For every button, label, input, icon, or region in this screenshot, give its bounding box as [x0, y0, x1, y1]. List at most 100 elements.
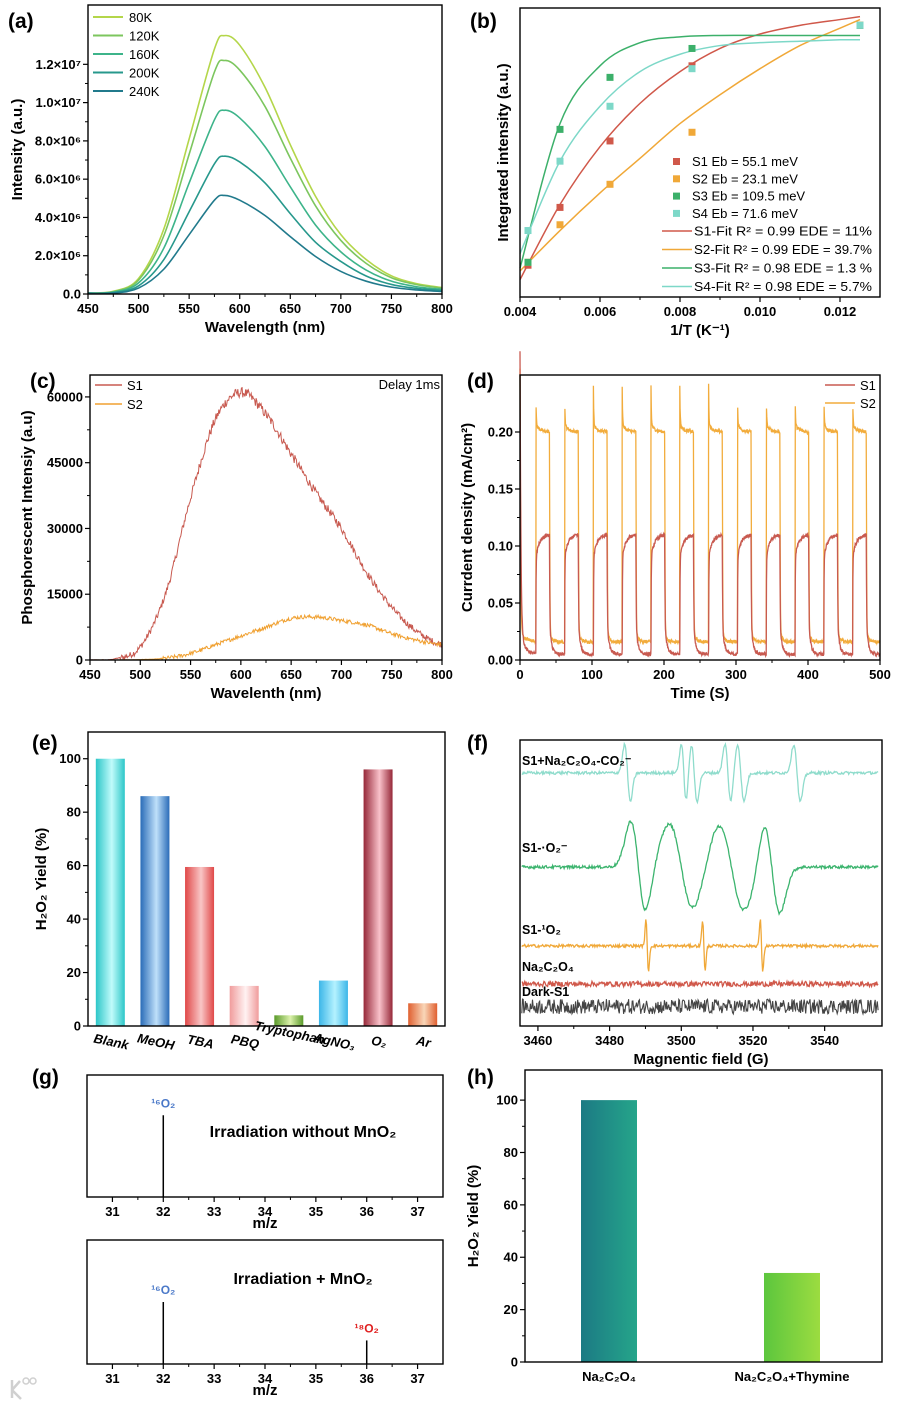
data-point [524, 258, 532, 266]
panel-b-integrated-intensity: 0.004 0.006 0.008 0.010 0.012 1/T (K⁻¹) Integr… [495, 7, 881, 339]
series-line-240K [87, 194, 443, 295]
legend-label: S3-Fit R² = 0.98 EDE = 1.3 % [694, 261, 872, 276]
panel-label: (f) [467, 732, 488, 755]
y-tick-label: 40 [504, 1250, 518, 1265]
bar-Na₂C₂O₄ [581, 1100, 637, 1362]
legend-label: 200K [129, 66, 160, 81]
plot-area [519, 351, 881, 659]
plot-frame [87, 4, 443, 295]
bar-TBA [185, 866, 215, 1026]
y-tick-label: 45000 [47, 455, 83, 470]
trace-label: S1-·O₂⁻ [522, 841, 568, 855]
plot-frame [86, 1074, 444, 1198]
y-axis-label: Intensity (a.u.) [9, 99, 26, 201]
x-tick-label: 37 [410, 1204, 424, 1219]
x-tick-label: 0.008 [664, 304, 697, 319]
bar-O₂ [363, 769, 393, 1026]
x-tick-label: 33 [207, 1371, 221, 1386]
x-tick-label: 600 [230, 667, 252, 682]
x-tick-label: 550 [178, 301, 200, 316]
x-tick-label: 450 [79, 667, 101, 682]
x-tick-label: 3480 [595, 1033, 624, 1048]
x-tick-label: 34 [258, 1204, 273, 1219]
trace-label: Dark-S1 [522, 985, 569, 999]
panel-label: (a) [8, 10, 34, 33]
x-tick-label: 500 [128, 301, 150, 316]
legend-label: S3 Eb = 109.5 meV [692, 189, 805, 204]
plot-frame [524, 1069, 883, 1363]
legend-label: S1 [860, 378, 876, 393]
y-tick-label: 20 [504, 1302, 518, 1317]
epr-trace [521, 997, 879, 1016]
category-label: Na₂C₂O₄+Thymine [735, 1369, 850, 1384]
data-point [524, 227, 532, 235]
x-tick-label: 0.012 [824, 304, 857, 319]
x-tick-label: 33 [207, 1204, 221, 1219]
legend-label: 120K [129, 29, 160, 44]
epr-trace [521, 979, 879, 989]
x-tick-label: 0.006 [584, 304, 617, 319]
x-axis-label: Wavelenth (nm) [210, 685, 321, 702]
x-tick-label: 32 [156, 1204, 170, 1219]
legend-label: 160K [129, 47, 160, 62]
plot-area [87, 34, 443, 295]
y-tick-label: 30000 [47, 521, 83, 536]
x-tick-label: 700 [331, 667, 353, 682]
x-tick-label: 36 [359, 1204, 373, 1219]
logo-mark [10, 1380, 22, 1400]
plot-area [89, 386, 442, 661]
y-tick-label: 15000 [47, 587, 83, 602]
y-tick-label: 0.05 [488, 596, 513, 611]
x-tick-label: 31 [105, 1371, 119, 1386]
category-label: AgNO₃ [311, 1030, 356, 1054]
x-tick-label: 550 [180, 667, 202, 682]
legend-label: S4-Fit R² = 0.98 EDE = 5.7% [694, 279, 872, 294]
category-label: TBA [186, 1031, 215, 1051]
y-tick-label: 0 [76, 653, 83, 668]
x-tick-label: 34 [258, 1371, 273, 1386]
epr-trace [521, 741, 879, 805]
y-tick-label: 6.0×10⁶ [35, 172, 81, 187]
x-tick-label: 650 [280, 667, 302, 682]
panel-label: (c) [30, 370, 56, 393]
x-axis-label: m/z [252, 1215, 277, 1232]
x-axis-label: m/z [252, 1382, 277, 1399]
x-tick-label: 300 [725, 667, 747, 682]
x-axis-label: Wavelength (nm) [205, 319, 325, 336]
data-point [556, 157, 564, 165]
category-label: MeOH [136, 1030, 176, 1053]
y-tick-label: 60000 [47, 389, 83, 404]
category-label: Na₂C₂O₄ [582, 1369, 636, 1384]
legend-marker [673, 175, 680, 183]
y-tick-label: 60 [67, 858, 81, 873]
y-tick-label: 80 [504, 1145, 518, 1160]
plot-area [519, 15, 864, 281]
y-tick-label: 1.2×10⁷ [36, 57, 82, 72]
data-point [606, 180, 614, 188]
y-axis-label: H₂O₂ Yield (%) [465, 1165, 482, 1268]
bar-Na₂C₂O₄+Thymine [764, 1272, 820, 1362]
condition-annotation: Irradiation without MnO₂ [210, 1124, 397, 1141]
x-axis-label: Magnentic field (G) [634, 1051, 769, 1068]
panel-h-thymine-yield: 0 20 40 60 80 100 H₂O₂ Yield (%) Na₂C₂O₄ Na₂C₂O₄… [465, 1069, 883, 1384]
panel-label: (b) [470, 10, 497, 33]
bar-Ar [408, 1003, 438, 1026]
legend-label: S1 [127, 378, 143, 393]
bar-Tryptophan [274, 1015, 304, 1026]
plot-frame [87, 731, 446, 1027]
data-point [556, 125, 564, 133]
x-tick-label: 650 [279, 301, 301, 316]
data-point [688, 128, 696, 136]
x-tick-label: 37 [410, 1371, 424, 1386]
series-line-S2 [90, 613, 442, 661]
legend-label: S2 Eb = 23.1 meV [692, 171, 798, 186]
x-tick-label: 32 [156, 1371, 170, 1386]
legend-label: S4 Eb = 71.6 meV [692, 206, 798, 221]
fit-line [519, 15, 861, 281]
trace-label: S1-¹O₂ [522, 923, 561, 937]
category-label: Ar [414, 1033, 433, 1051]
trace-label: S1+Na₂C₂O₄-CO₂⁻ [522, 754, 632, 768]
category-label: PBQ [230, 1031, 261, 1052]
series-line-80K [87, 34, 443, 294]
